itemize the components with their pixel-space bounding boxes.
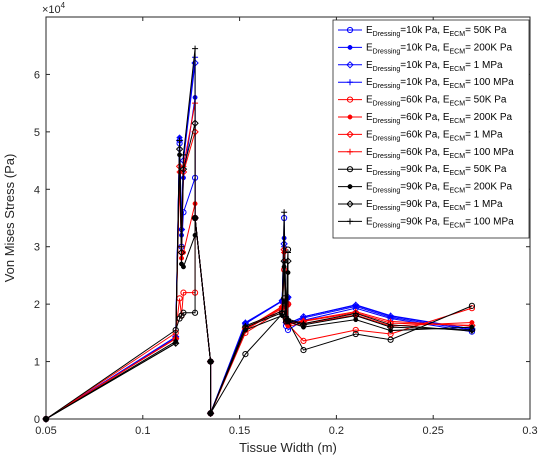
- legend-label: EDressing=90k Pa, EECM= 50K Pa: [366, 164, 507, 177]
- legend-label: EDressing=10k Pa, EECM= 200K Pa: [366, 42, 512, 55]
- data-point: [468, 302, 476, 309]
- legend-marker: [347, 218, 353, 225]
- data-point: [300, 346, 307, 354]
- data-point: [242, 351, 249, 358]
- legend-entry: EDressing=90k Pa, EECM= 200K Pa: [338, 182, 512, 195]
- legend-marker: [346, 166, 354, 173]
- y-tick-label: 3: [34, 242, 40, 254]
- axis-ticks: 0.05 0.1 0.15 0.2 0.25 0.3 0 1 2 3 4 5 6: [34, 17, 538, 437]
- y-tick-label: 2: [34, 299, 40, 311]
- data-point: [177, 248, 186, 257]
- legend-marker: [347, 184, 353, 190]
- legend-label: EDressing=10k Pa, EECM= 1 MPa: [366, 60, 503, 73]
- y-tick-label: 4: [34, 184, 40, 196]
- legend-label: EDressing=60k Pa, EECM= 100 MPa: [366, 147, 514, 160]
- legend-entry: EDressing=90k Pa, EECM= 1 MPa: [338, 199, 503, 212]
- x-tick-label: 0.05: [35, 425, 56, 437]
- series-11: [43, 45, 475, 422]
- legend-marker: [346, 61, 354, 69]
- legend-entry: EDressing=60k Pa, EECM= 200K Pa: [338, 112, 512, 125]
- y-exponent: ×104: [42, 1, 66, 16]
- legend-entry: EDressing=90k Pa, EECM= 50K Pa: [338, 164, 507, 177]
- legend-label: EDressing=10k Pa, EECM= 50K Pa: [366, 25, 507, 38]
- data-point: [181, 264, 186, 270]
- data-point: [468, 328, 475, 335]
- data-point: [242, 322, 249, 329]
- data-point: [207, 358, 214, 365]
- legend-label: EDressing=60k Pa, EECM= 50K Pa: [366, 95, 507, 108]
- data-point: [279, 308, 286, 315]
- legend-label: EDressing=10k Pa, EECM= 100 MPa: [366, 77, 514, 90]
- y-tick-label: 0: [34, 414, 40, 426]
- data-point: [352, 330, 359, 338]
- legend-label: EDressing=90k Pa, EECM= 1 MPa: [366, 199, 503, 212]
- data-point: [180, 151, 187, 158]
- y-tick-label: 5: [34, 127, 40, 139]
- data-point: [192, 45, 199, 52]
- data-point: [387, 312, 394, 319]
- legend-entry: EDressing=10k Pa, EECM= 50K Pa: [338, 25, 507, 38]
- legend-label: EDressing=60k Pa, EECM= 200K Pa: [366, 112, 512, 125]
- data-point: [387, 336, 394, 343]
- legend-label: EDressing=90k Pa, EECM= 100 MPa: [366, 216, 514, 229]
- series-line: [45, 217, 473, 420]
- legend-marker: [346, 96, 354, 103]
- legend-entry: EDressing=60k Pa, EECM= 50K Pa: [338, 95, 507, 108]
- data-point: [180, 309, 187, 316]
- legend-entry: EDressing=10k Pa, EECM= 100 MPa: [338, 77, 514, 90]
- legend-marker: [346, 26, 354, 34]
- legend-marker: [347, 114, 353, 120]
- x-tick-label: 0.3: [522, 425, 537, 437]
- legend-label: EDressing=60k Pa, EECM= 1 MPa: [366, 129, 503, 142]
- legend-entry: EDressing=60k Pa, EECM= 1 MPa: [338, 129, 503, 142]
- data-point: [352, 301, 359, 308]
- data-point: [468, 305, 476, 312]
- data-point: [172, 340, 179, 347]
- x-axis-label: Tissue Width (m): [239, 440, 337, 455]
- data-point: [180, 289, 187, 296]
- data-point: [387, 321, 394, 328]
- legend-marker: [347, 44, 353, 50]
- legend-marker: [347, 148, 353, 155]
- data-point: [176, 137, 183, 144]
- data-point: [285, 316, 291, 323]
- data-point: [352, 310, 359, 317]
- legend-entry: EDressing=90k Pa, EECM= 100 MPa: [338, 216, 514, 229]
- data-point: [191, 309, 199, 316]
- x-tick-label: 0.15: [229, 425, 250, 437]
- data-point: [281, 209, 288, 216]
- data-point: [43, 416, 49, 422]
- series-layer: [42, 45, 476, 423]
- data-point: [285, 249, 291, 256]
- legend-marker: [346, 200, 354, 208]
- data-point: [192, 215, 199, 221]
- data-point: [386, 323, 395, 331]
- data-point: [352, 311, 360, 320]
- legend-marker: [346, 130, 354, 139]
- legend-entry: EDressing=60k Pa, EECM= 100 MPa: [338, 147, 514, 160]
- y-axis-label: Von Mises Stress (Pa): [2, 154, 17, 283]
- data-point: [300, 337, 307, 344]
- x-tick-label: 0.1: [135, 425, 150, 437]
- data-point: [300, 320, 307, 327]
- data-point: [353, 317, 359, 323]
- y-tick-label: 1: [34, 357, 40, 369]
- data-point: [352, 326, 359, 334]
- y-tick-label: 6: [34, 69, 40, 81]
- data-point: [178, 243, 185, 250]
- legend-label: EDressing=90k Pa, EECM= 200K Pa: [366, 182, 512, 195]
- data-point: [207, 410, 214, 417]
- legend: EDressing=10k Pa, EECM= 50K Pa EDressing=…: [332, 19, 530, 239]
- x-tick-label: 0.2: [329, 425, 344, 437]
- legend-marker: [347, 79, 353, 86]
- legend-box: [332, 19, 530, 239]
- legend-entry: EDressing=10k Pa, EECM= 200K Pa: [338, 42, 512, 55]
- x-tick-label: 0.25: [422, 425, 443, 437]
- legend-entry: EDressing=10k Pa, EECM= 1 MPa: [338, 60, 503, 73]
